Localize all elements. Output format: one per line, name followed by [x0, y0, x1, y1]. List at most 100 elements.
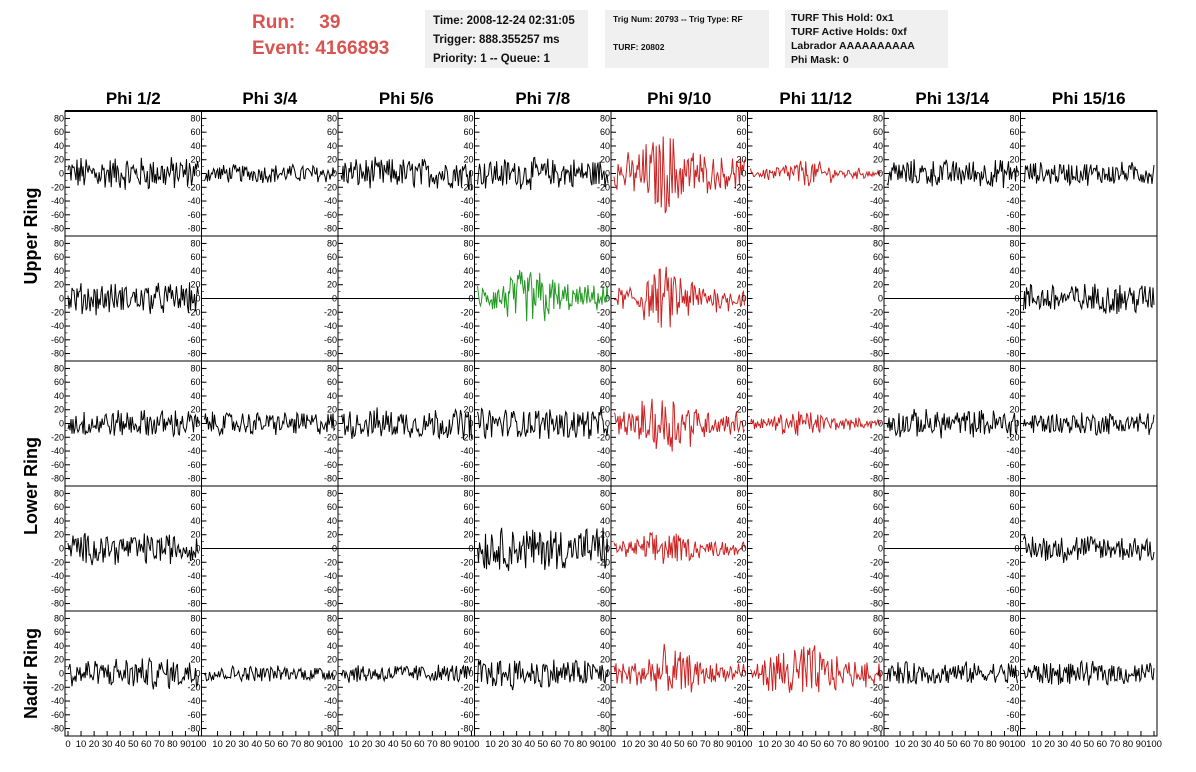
x-tick-label: 20	[1044, 739, 1055, 750]
panel-frame	[1020, 360, 1158, 487]
x-tick-label: 20	[498, 739, 509, 750]
y-tick-label: 60	[873, 377, 883, 387]
y-tick-label: 60	[736, 502, 746, 512]
y-tick-label: 0	[741, 294, 746, 304]
x-tick-label: 60	[551, 739, 562, 750]
y-tick-label: -60	[187, 335, 200, 345]
x-tick-label: 80	[850, 739, 861, 750]
x-tick-label: 90	[999, 739, 1010, 750]
y-tick-label: -40	[51, 446, 64, 456]
y-tick-label: 0	[878, 169, 883, 179]
x-tick-label: 70	[973, 739, 984, 750]
waveform-trace	[886, 660, 1018, 685]
y-tick-label: -40	[733, 446, 746, 456]
y-tick-label: 80	[327, 488, 337, 498]
y-tick-label: 40	[190, 391, 200, 401]
y-tick-label: -80	[1006, 599, 1019, 609]
y-tick-label: -40	[1006, 321, 1019, 331]
y-tick-label: 60	[54, 627, 64, 637]
y-tick-label: -60	[597, 335, 610, 345]
y-tick-label: 40	[736, 266, 746, 276]
turf-line: TURF: 20802	[613, 42, 665, 52]
column-header-3: Phi 5/6	[379, 89, 434, 108]
y-tick-label: -20	[870, 682, 883, 692]
trigger-info-panel: Trig Num: 20793 -- Trig Type: RF TURF: 2…	[605, 10, 769, 68]
y-tick-label: 20	[327, 655, 337, 665]
y-tick-label: -60	[1006, 585, 1019, 595]
y-tick-label: -60	[870, 585, 883, 595]
y-tick-label: -40	[733, 571, 746, 581]
y-tick-label: -40	[870, 446, 883, 456]
y-tick-label: -60	[733, 210, 746, 220]
y-tick-label: -20	[324, 557, 337, 567]
y-tick-label: -20	[51, 557, 64, 567]
y-tick-label: -80	[187, 724, 200, 734]
y-tick-label: -80	[733, 599, 746, 609]
y-tick-label: 60	[54, 377, 64, 387]
y-tick-label: 40	[1009, 516, 1019, 526]
waveform-trace	[340, 156, 472, 190]
y-tick-label: -20	[187, 307, 200, 317]
y-tick-label: 40	[736, 516, 746, 526]
y-tick-label: 20	[190, 155, 200, 165]
y-tick-label: -80	[51, 724, 64, 734]
y-tick-label: 60	[736, 627, 746, 637]
y-tick-label: -60	[324, 585, 337, 595]
y-tick-label: -80	[597, 474, 610, 484]
y-tick-label: 40	[600, 641, 610, 651]
y-tick-label: -60	[460, 710, 473, 720]
y-tick-label: 60	[190, 252, 200, 262]
y-tick-label: -80	[460, 599, 473, 609]
y-tick-label: -80	[187, 224, 200, 234]
y-tick-label: 60	[600, 127, 610, 137]
y-tick-label: 0	[468, 419, 473, 429]
y-tick-label: 0	[59, 169, 64, 179]
y-tick-label: -60	[1006, 460, 1019, 470]
waveform-trace	[340, 407, 472, 440]
y-tick-label: 80	[190, 613, 200, 623]
run-label: Run:	[252, 12, 296, 33]
y-tick-label: -20	[324, 307, 337, 317]
waveform-trace	[67, 410, 199, 438]
priority-line: Priority: 1 -- Queue: 1	[433, 53, 550, 65]
y-tick-label: 80	[463, 363, 473, 373]
y-tick-label: -20	[51, 432, 64, 442]
y-tick-label: -80	[324, 349, 337, 359]
x-tick-label: 80	[440, 739, 451, 750]
y-tick-label: -60	[597, 460, 610, 470]
y-tick-label: 80	[463, 488, 473, 498]
y-tick-label: 20	[54, 655, 64, 665]
y-tick-label: -80	[1006, 224, 1019, 234]
y-tick-label: 60	[873, 127, 883, 137]
y-tick-label: -80	[187, 474, 200, 484]
waveform-trace	[477, 659, 609, 691]
y-tick-label: 40	[327, 266, 337, 276]
x-tick-label: 50	[674, 739, 685, 750]
x-tick-label: 100	[1146, 739, 1162, 750]
y-tick-label: 40	[54, 641, 64, 651]
y-tick-label: 20	[600, 155, 610, 165]
y-tick-label: 60	[600, 502, 610, 512]
y-tick-label: 60	[463, 252, 473, 262]
y-tick-label: 40	[463, 516, 473, 526]
waveform-trace	[1023, 161, 1155, 187]
time-info-panel: Time: 2008-12-24 02:31:05 Trigger: 888.3…	[425, 10, 588, 68]
x-tick-label: 30	[238, 739, 249, 750]
panel-frame	[201, 360, 339, 487]
y-tick-label: -80	[1006, 474, 1019, 484]
y-tick-label: 80	[190, 238, 200, 248]
y-tick-label: 80	[463, 613, 473, 623]
x-tick-label: 10	[212, 739, 223, 750]
y-tick-label: 80	[54, 363, 64, 373]
waveform-trace	[477, 527, 609, 571]
y-tick-label: 80	[54, 488, 64, 498]
y-tick-label: 80	[1009, 363, 1019, 373]
waveform-trace	[67, 157, 199, 190]
waveform-trace	[750, 645, 882, 693]
y-tick-label: 0	[1014, 669, 1019, 679]
y-tick-label: 40	[190, 516, 200, 526]
y-tick-label: 80	[1009, 238, 1019, 248]
y-tick-label: 0	[195, 669, 200, 679]
y-tick-label: -20	[597, 682, 610, 692]
